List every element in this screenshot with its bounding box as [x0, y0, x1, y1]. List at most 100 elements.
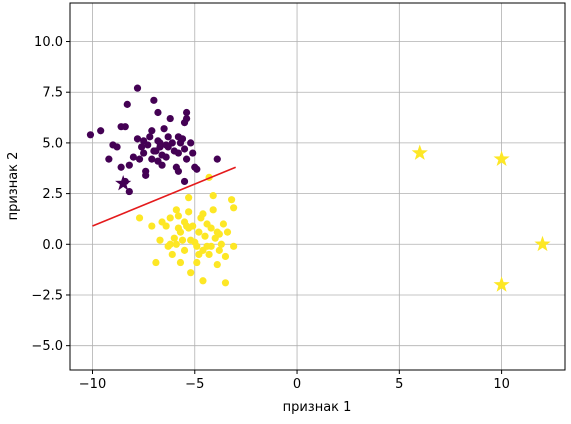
data-point-class0 [150, 147, 158, 155]
data-point-class1 [195, 228, 203, 236]
data-point-class1 [221, 252, 230, 261]
data-point-class1 [201, 232, 209, 240]
data-point-class1 [199, 277, 207, 285]
data-point-class1 [166, 240, 174, 248]
data-point-class1 [223, 228, 232, 236]
star-marker-class1 [534, 235, 551, 252]
data-point-class1 [135, 214, 144, 222]
data-point-class1 [187, 269, 195, 277]
data-point-class1 [215, 246, 223, 254]
y-tick-label: 5.0 [42, 136, 63, 151]
data-point-class0 [182, 108, 191, 117]
data-point-class1 [178, 236, 187, 244]
data-point-class1 [230, 204, 238, 212]
data-point-class0 [150, 96, 158, 104]
decision-boundary [92, 166, 236, 227]
data-point-class0 [146, 133, 154, 141]
data-point-class0 [193, 165, 201, 173]
data-point-class0 [174, 167, 183, 175]
data-point-class0 [129, 153, 138, 161]
data-point-class0 [137, 143, 146, 151]
data-point-class1 [176, 258, 185, 267]
data-point-class0 [140, 149, 148, 157]
x-axis-label: признак 1 [283, 400, 352, 415]
data-point-class0 [164, 133, 172, 141]
data-point-class0 [166, 114, 174, 123]
boundary-line [92, 166, 236, 227]
y-axis-label: признак 2 [6, 152, 21, 221]
data-point-class1 [207, 224, 215, 232]
data-point-class1 [180, 246, 189, 254]
data-point-class1 [209, 206, 217, 214]
data-point-class0 [156, 143, 164, 151]
grid-lines [70, 3, 565, 370]
x-tick-label: 0 [293, 377, 301, 392]
data-point-class1 [205, 250, 213, 259]
data-point-class1 [185, 224, 193, 232]
data-point-class1 [230, 242, 238, 250]
data-point-class0 [182, 155, 191, 163]
data-point-class0 [189, 149, 197, 157]
data-point-class0 [180, 177, 189, 186]
data-point-class1 [185, 194, 193, 202]
data-point-class1 [176, 228, 185, 236]
data-point-class1 [148, 222, 156, 230]
data-point-class0 [133, 135, 142, 143]
data-point-class1 [215, 230, 223, 238]
data-point-class0 [168, 139, 176, 147]
data-point-class0 [125, 161, 133, 169]
data-point-class1 [174, 212, 183, 220]
data-point-class0 [174, 149, 183, 157]
data-point-class1 [221, 279, 230, 287]
data-point-class1 [193, 242, 201, 250]
data-point-class1 [219, 220, 228, 228]
data-point-class0 [162, 141, 170, 149]
plot-frame [69, 2, 566, 371]
data-point-class0 [178, 135, 187, 143]
star-marker-class1 [493, 150, 510, 166]
data-point-class1 [209, 192, 217, 200]
data-point-class0 [144, 141, 152, 149]
y-tick-label: −2.5 [31, 288, 63, 303]
data-points [86, 84, 551, 292]
data-point-class1 [152, 258, 160, 267]
data-point-class0 [154, 137, 162, 145]
data-point-class1 [170, 234, 178, 242]
data-point-class1 [193, 258, 201, 267]
data-point-class0 [148, 127, 156, 135]
star-marker-class0 [115, 174, 132, 191]
x-tick-label: 5 [395, 377, 403, 392]
axis-ticks: −10 −5 0 5 10 −5.0 −2.5 0.0 2.5 5.0 7.5 10.0 [31, 35, 509, 392]
data-point-class0 [97, 127, 105, 135]
data-point-class1 [217, 240, 225, 248]
data-point-class0 [160, 125, 168, 133]
data-point-class0 [162, 153, 170, 161]
x-tick-label: −5 [185, 377, 204, 392]
data-point-class0 [180, 145, 189, 153]
data-point-class1 [227, 196, 236, 204]
data-point-class1 [213, 260, 221, 269]
data-point-class1 [203, 242, 211, 250]
data-point-class0 [213, 155, 221, 163]
data-point-class0 [86, 131, 95, 139]
data-point-class0 [135, 155, 144, 163]
data-point-class0 [113, 143, 121, 151]
y-tick-label: −5.0 [31, 339, 63, 354]
y-tick-label: 7.5 [42, 86, 63, 101]
data-point-class1 [172, 240, 180, 248]
data-point-class1 [185, 208, 193, 216]
data-point-class0 [148, 155, 156, 163]
x-tick-label: 10 [493, 377, 510, 392]
data-point-class1 [199, 210, 207, 218]
data-point-class0 [123, 100, 131, 108]
x-tick-label: −10 [79, 377, 106, 392]
star-marker-class1 [493, 276, 510, 292]
data-point-class1 [166, 214, 174, 222]
data-point-class1 [168, 250, 176, 259]
data-point-class1 [172, 206, 180, 214]
data-point-class1 [162, 222, 170, 230]
star-marker-class1 [411, 144, 428, 160]
data-point-class0 [187, 139, 195, 147]
y-tick-label: 10.0 [34, 35, 63, 50]
